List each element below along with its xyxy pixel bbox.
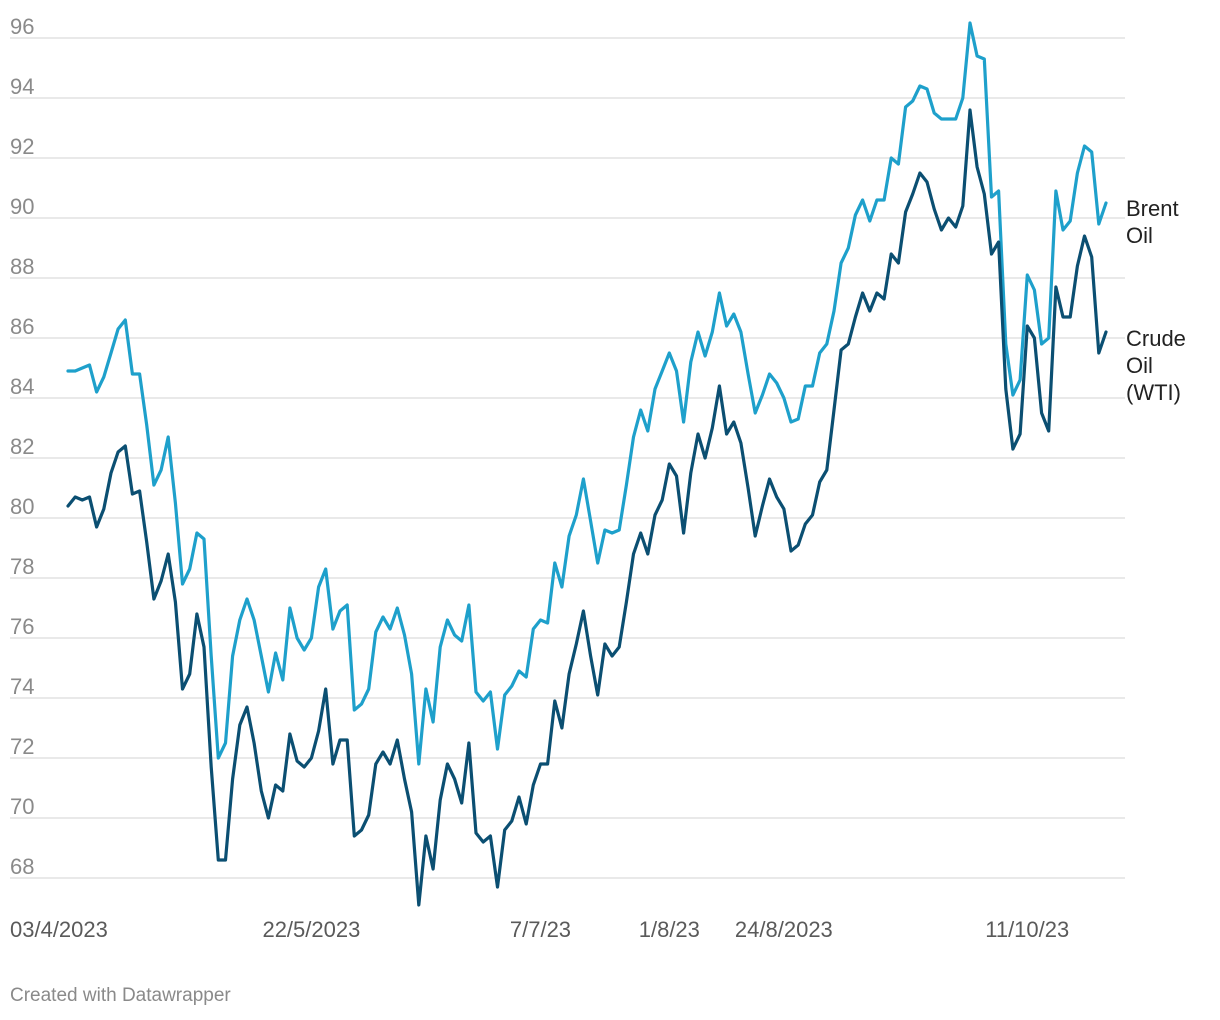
y-tick-label-80: 80 xyxy=(10,494,34,519)
y-tick-label-76: 76 xyxy=(10,614,34,639)
x-tick-label-1: 22/5/2023 xyxy=(262,917,360,942)
datawrapper-credit: Created with Datawrapper xyxy=(10,985,231,1006)
y-tick-label-88: 88 xyxy=(10,254,34,279)
x-tick-label-0: 03/4/2023 xyxy=(10,917,108,942)
x-tick-label-4: 24/8/2023 xyxy=(735,917,833,942)
x-tick-label-3: 1/8/23 xyxy=(639,917,700,942)
y-tick-label-94: 94 xyxy=(10,74,34,99)
line-chart: 68 70 72 74 76 78 80 82 84 86 88 90 92 94 96 03/4/2023… xyxy=(10,14,1186,942)
y-tick-label-96: 96 xyxy=(10,14,34,39)
series-line-crude-oil-wti xyxy=(66,108,1108,907)
y-tick-label-72: 72 xyxy=(10,734,34,759)
x-tick-label-2: 7/7/23 xyxy=(510,917,571,942)
y-axis-tick-labels: 68 70 72 74 76 78 80 82 84 86 88 90 92 94 96 xyxy=(10,14,34,879)
series-lines xyxy=(66,21,1108,907)
gridlines xyxy=(10,37,1125,879)
y-tick-label-92: 92 xyxy=(10,134,34,159)
series-direct-labels: Brent Oil Crude Oil (WTI) xyxy=(1126,196,1186,405)
y-tick-label-68: 68 xyxy=(10,854,34,879)
series-label-brent-oil: Brent Oil xyxy=(1126,196,1179,248)
y-tick-label-86: 86 xyxy=(10,314,34,339)
y-tick-label-74: 74 xyxy=(10,674,34,699)
series-line-brent-oil xyxy=(66,21,1108,766)
y-tick-label-90: 90 xyxy=(10,194,34,219)
x-axis-tick-labels: 03/4/2023 22/5/2023 7/7/23 1/8/23 24/8/2023 1… xyxy=(10,917,1069,942)
y-tick-label-78: 78 xyxy=(10,554,34,579)
series-label-crude-oil-wti: Crude Oil (WTI) xyxy=(1126,326,1186,405)
y-tick-label-82: 82 xyxy=(10,434,34,459)
y-tick-label-70: 70 xyxy=(10,794,34,819)
x-tick-label-5: 11/10/23 xyxy=(985,917,1069,942)
y-tick-label-84: 84 xyxy=(10,374,34,399)
